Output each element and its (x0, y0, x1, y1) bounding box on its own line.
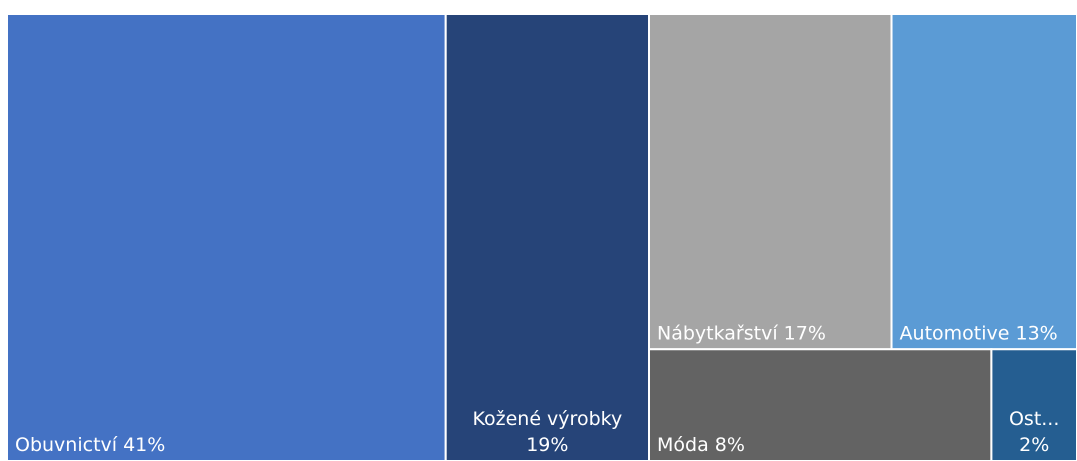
cell-label: Ost... 2% (1009, 408, 1059, 456)
value-label: 41% (123, 434, 165, 456)
category-name: Móda (657, 434, 709, 456)
value-label: 8% (715, 434, 745, 456)
cell-label: Automotive 13% (900, 322, 1058, 344)
category-name: Automotive (900, 322, 1010, 344)
value-label: 19% (526, 434, 568, 456)
value-label: 17% (784, 322, 826, 344)
cell-label: Kožené výrobky 19% (472, 408, 622, 456)
cell-label: Nábytkařství 17% (657, 322, 826, 344)
category-name: Nábytkařství (657, 322, 778, 344)
category-name: Obuvnictví (15, 434, 118, 456)
category-name: Kožené výrobky (472, 408, 622, 430)
treemap-cell (444, 13, 651, 461)
treemap-cell (648, 348, 993, 461)
treemap-cell (990, 348, 1077, 461)
cell-label: Móda 8% (657, 434, 745, 456)
value-label: 2% (1019, 434, 1049, 456)
category-name: Ost... (1009, 408, 1059, 430)
treemap-cell (648, 13, 893, 351)
treemap-cell (890, 13, 1077, 351)
value-label: 13% (1016, 322, 1058, 344)
cell-label: Obuvnictví 41% (15, 434, 165, 456)
treemap-cell (6, 13, 447, 461)
